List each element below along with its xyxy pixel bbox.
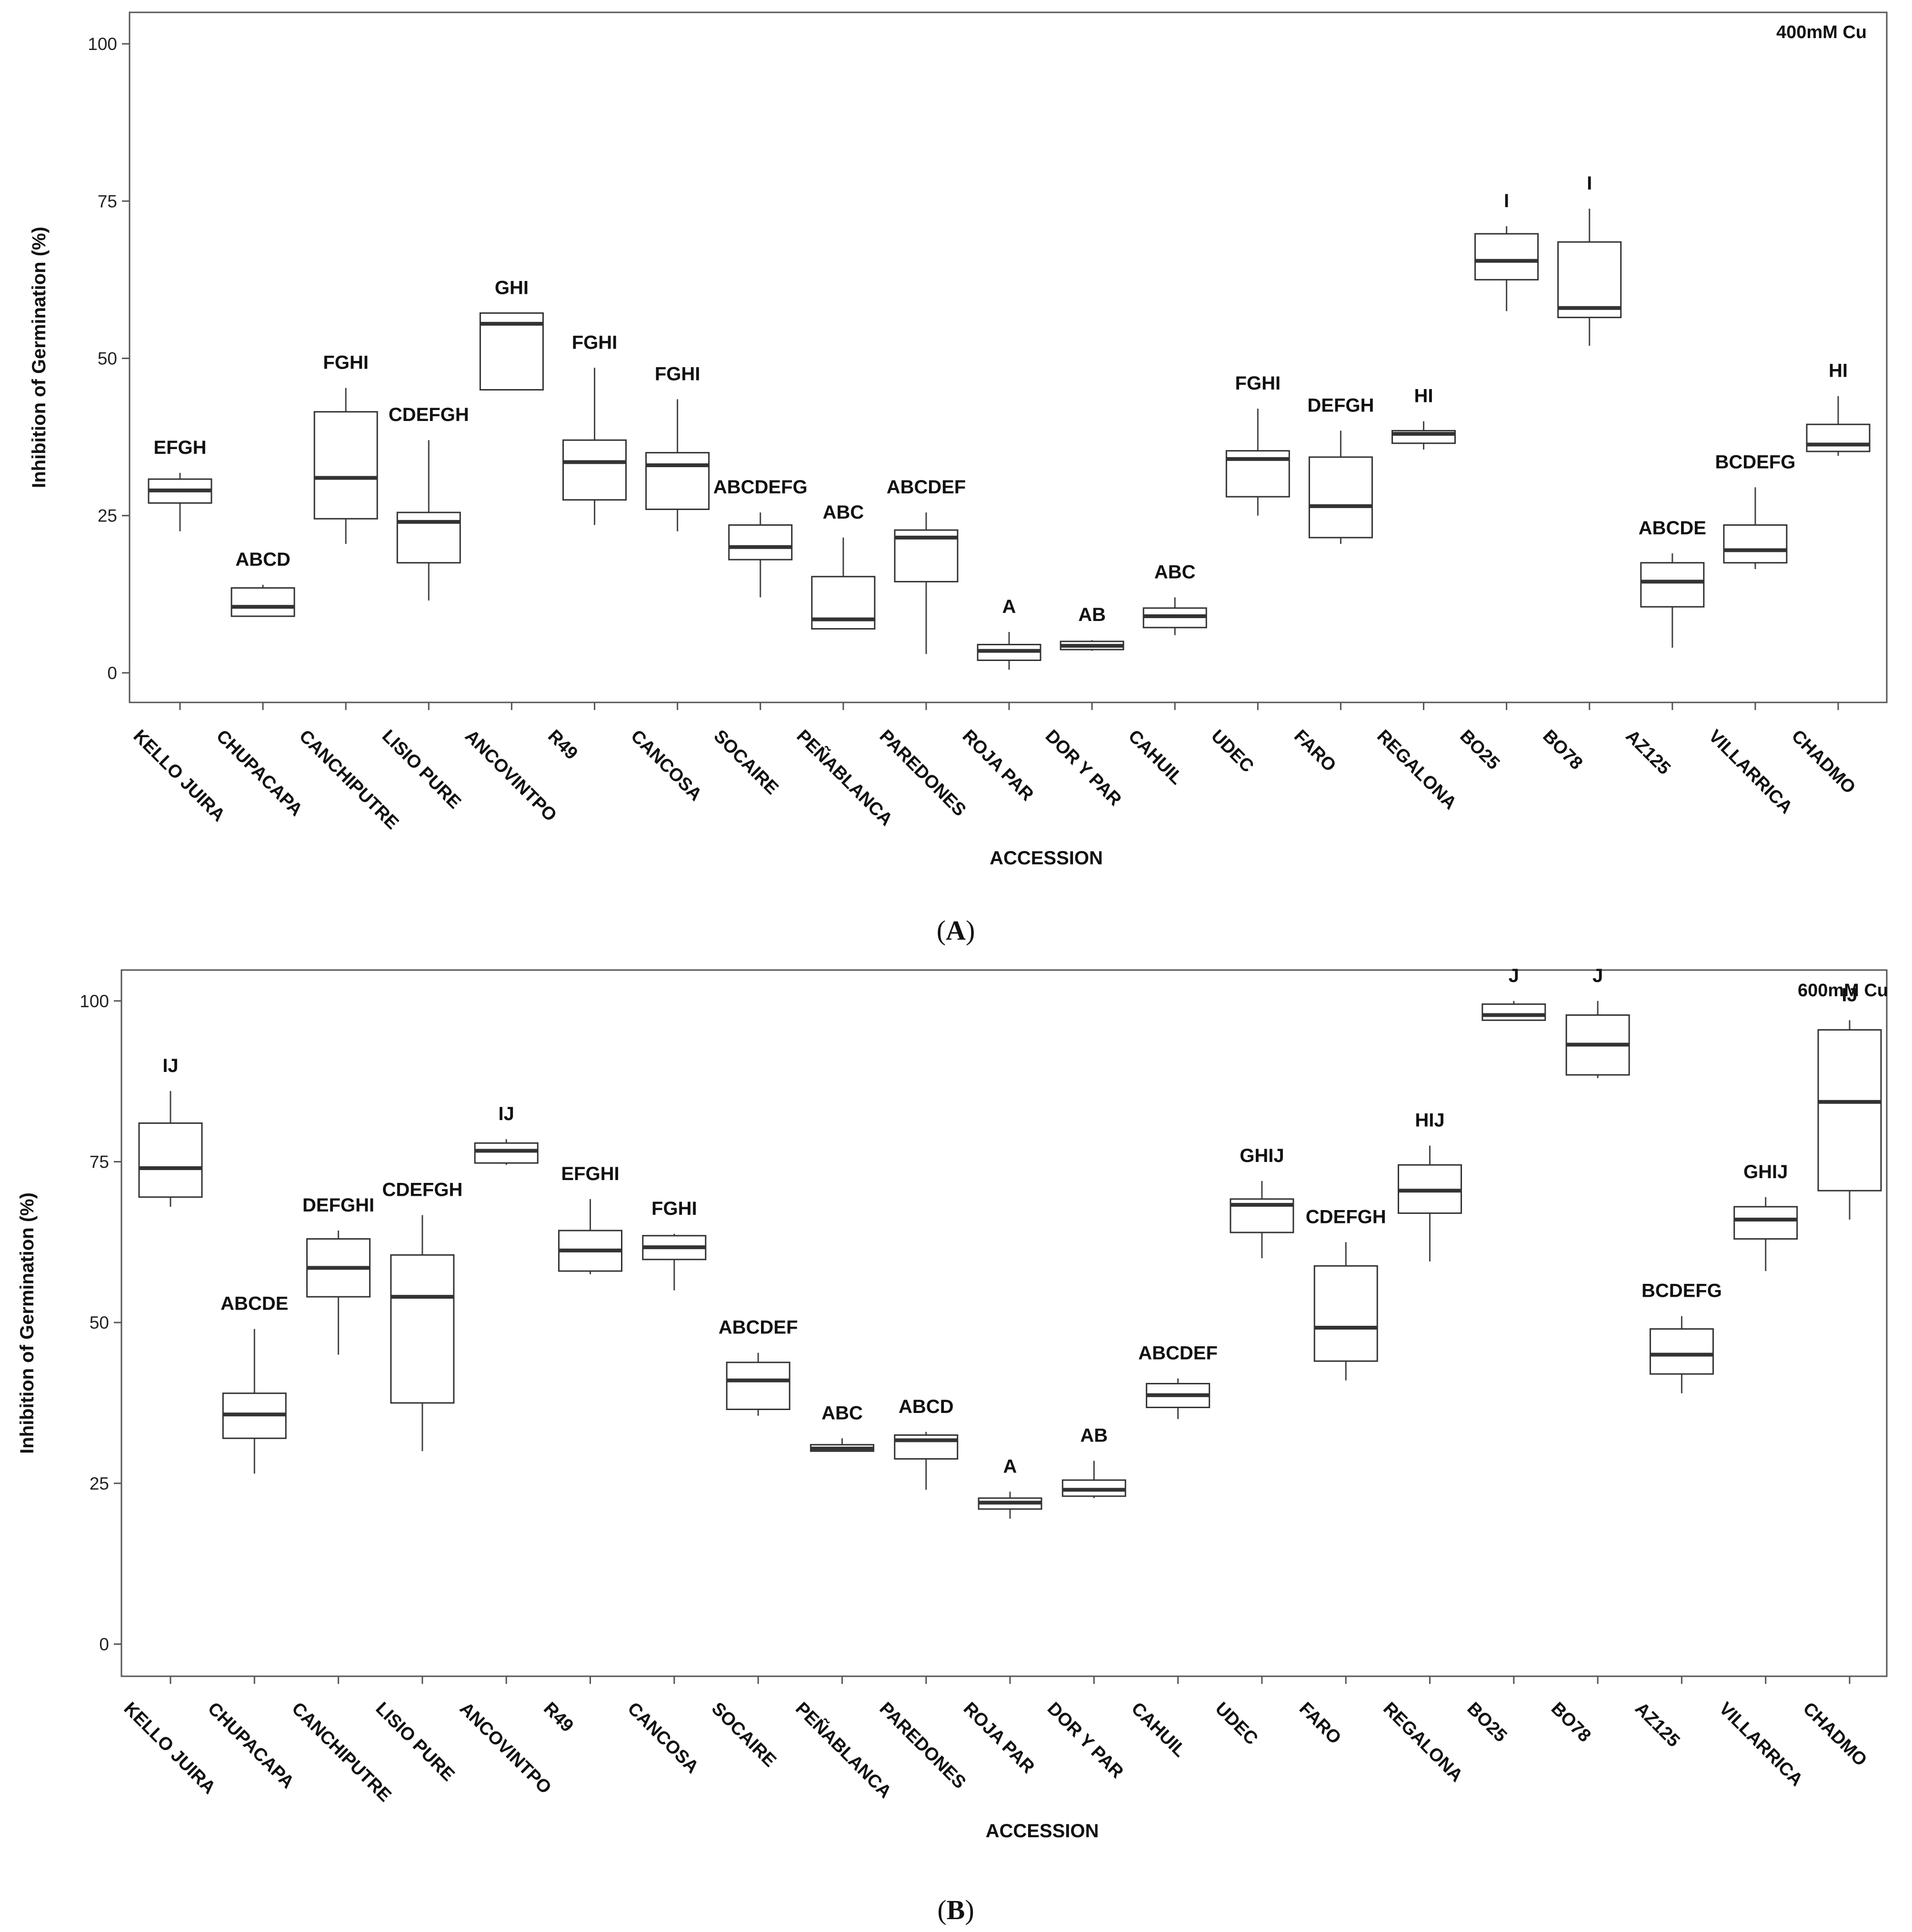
panel-a-group-label: ABC bbox=[1154, 561, 1196, 582]
panel-b-y-axis-title: Inhibition of Germination (%) bbox=[17, 1192, 38, 1454]
panel-label-a: (A) bbox=[937, 915, 975, 946]
panel-a-x-axis-title: ACCESSION bbox=[990, 848, 1103, 869]
panel-a-group-label: FGHI bbox=[572, 332, 618, 353]
panel-b-group-label: HIJ bbox=[1415, 1110, 1444, 1131]
panel-a-plot-frame bbox=[129, 11, 1888, 703]
panel-a-group-label: EFGH bbox=[153, 437, 206, 458]
panel-a-group-label: FGHI bbox=[323, 352, 369, 373]
panel-a-box bbox=[313, 411, 378, 520]
panel-b-group-label: GHIJ bbox=[1240, 1145, 1284, 1166]
panel-a-box bbox=[1474, 233, 1539, 280]
panel-a-group-label: ABC bbox=[822, 502, 864, 523]
panel-a-group-label: HI bbox=[1414, 386, 1433, 407]
panel-b-group-label: CDEFGH bbox=[382, 1180, 462, 1201]
panel-a-group-label: I bbox=[1587, 173, 1592, 194]
panel-a-group-label: FGHI bbox=[655, 363, 701, 384]
panel-a-group-label: DEFGH bbox=[1307, 395, 1374, 416]
panel-label-b: (B) bbox=[937, 1894, 974, 1925]
panel-a-box bbox=[1723, 524, 1788, 564]
panel-b-group-label: J bbox=[1592, 965, 1603, 986]
panel-b-group-label: IJ bbox=[499, 1103, 514, 1124]
panel-b-x-axis-title: ACCESSION bbox=[986, 1821, 1099, 1842]
panel-label-paren-open: ( bbox=[937, 1894, 946, 1925]
panel-b-y-tick-label: 100 bbox=[80, 991, 109, 1011]
panel-a-box bbox=[1640, 562, 1705, 608]
panel-a-y-tick-label: 75 bbox=[98, 191, 117, 211]
panel-a-y-tick-label: 25 bbox=[98, 506, 117, 526]
panel-a-box bbox=[1308, 456, 1373, 539]
panel-b-concentration-label: 600mM Cu bbox=[1798, 981, 1888, 1001]
panel-label-paren-close: ) bbox=[965, 1894, 974, 1925]
panel-b-group-label: IJ bbox=[162, 1055, 178, 1076]
panel-a-group-label: AB bbox=[1078, 604, 1106, 625]
panel-b-box bbox=[726, 1361, 791, 1410]
panel-label-paren-open: ( bbox=[937, 915, 946, 946]
panel-b-group-label: ABC bbox=[821, 1402, 863, 1423]
panel-a-group-label: A bbox=[1002, 596, 1016, 617]
panel-a-group-label: BCDEFG bbox=[1715, 451, 1795, 472]
panel-b-box bbox=[1482, 1003, 1546, 1021]
panel-a-group-label: I bbox=[1504, 190, 1509, 211]
panel-b-box bbox=[138, 1122, 203, 1198]
panel-a-y-tick-label: 0 bbox=[107, 663, 117, 683]
panel-a-group-label: FGHI bbox=[1235, 373, 1281, 394]
panel-b-y-tick-label: 0 bbox=[99, 1634, 109, 1654]
panel-b-group-label: BCDEFG bbox=[1642, 1281, 1722, 1301]
panel-a-group-label: ABCDEFG bbox=[713, 477, 808, 498]
panel-b-box bbox=[1313, 1265, 1378, 1362]
panel-a-group-label: ABCDE bbox=[1639, 518, 1706, 539]
panel-a-concentration-label: 400mM Cu bbox=[1776, 22, 1867, 42]
panel-a-box bbox=[1806, 423, 1871, 452]
panel-b-box bbox=[1649, 1328, 1714, 1375]
panel-label-paren-close: ) bbox=[966, 915, 975, 946]
panel-a-group-label: HI bbox=[1829, 360, 1848, 381]
panel-a-box bbox=[1557, 241, 1622, 319]
panel-a-y-tick-label: 100 bbox=[88, 34, 117, 54]
panel-label-letter: B bbox=[947, 1894, 965, 1925]
panel-b-group-label: J bbox=[1509, 965, 1519, 986]
panel-b-group-label: DEFGHI bbox=[302, 1195, 374, 1216]
panel-b-y-tick-label: 75 bbox=[90, 1152, 109, 1171]
panel-a-group-label: GHI bbox=[495, 277, 529, 298]
panel-a-group-label: ABCD bbox=[235, 549, 290, 570]
panel-b-group-label: ABCDEF bbox=[719, 1317, 798, 1338]
panel-b-group-label: AB bbox=[1080, 1425, 1108, 1446]
panel-b-y-tick-label: 50 bbox=[90, 1313, 109, 1332]
panel-b-box bbox=[1817, 1029, 1882, 1191]
panel-a-box bbox=[562, 439, 627, 501]
panel-b-group-label: ABCDE bbox=[220, 1293, 288, 1314]
panel-a-group-label: CDEFGH bbox=[389, 404, 469, 425]
panel-a-box bbox=[230, 587, 295, 617]
panel-b-group-label: FGHI bbox=[651, 1198, 697, 1219]
panel-a-y-tick-label: 50 bbox=[98, 349, 117, 368]
panel-label-letter: A bbox=[946, 915, 966, 946]
panel-b-y-tick-label: 25 bbox=[90, 1474, 109, 1493]
panel-b-box bbox=[390, 1254, 455, 1404]
panel-b-group-label: ABCDEF bbox=[1138, 1343, 1218, 1364]
panel-a-group-label: ABCDEF bbox=[887, 477, 966, 498]
panel-a-y-axis-title: Inhibition of Germination (%) bbox=[29, 227, 50, 488]
panel-b-group-label: ABCD bbox=[899, 1396, 954, 1417]
panel-b-group-label: EFGHI bbox=[561, 1163, 619, 1184]
panel-a-box bbox=[479, 312, 544, 391]
panel-b-group-label: IJ bbox=[1842, 984, 1857, 1005]
panel-b-box bbox=[1733, 1206, 1798, 1240]
panel-a-box bbox=[728, 524, 793, 561]
panel-b-group-label: A bbox=[1003, 1456, 1017, 1477]
panel-b-box bbox=[474, 1142, 539, 1164]
panel-b-group-label: GHIJ bbox=[1743, 1161, 1788, 1182]
panel-a-box bbox=[645, 452, 710, 510]
panel-b-group-label: CDEFGH bbox=[1306, 1206, 1386, 1227]
